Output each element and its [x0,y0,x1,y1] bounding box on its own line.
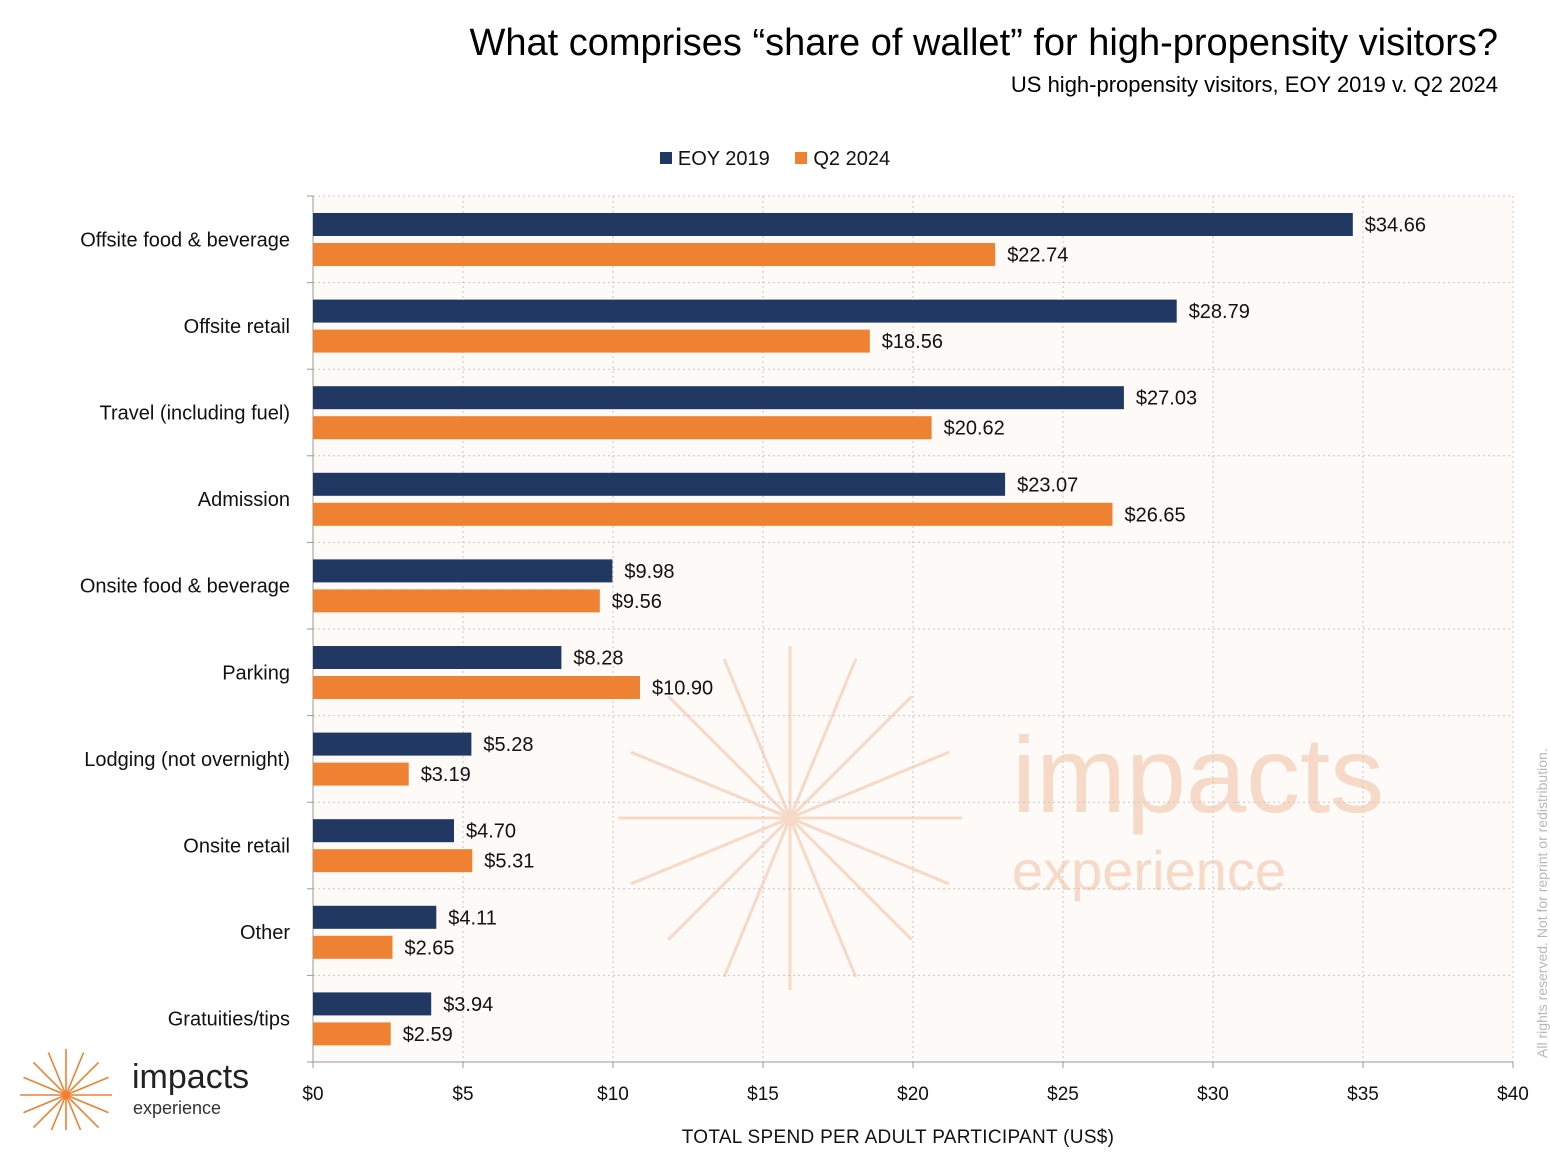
x-tick-label: $15 [747,1084,779,1105]
logo-subword: experience [133,1098,222,1118]
data-label-q2-2024: $3.19 [421,764,471,786]
data-label-eoy-2019: $27.03 [1136,388,1197,410]
category-label: Gratuities/tips [168,1009,290,1031]
x-tick-label: $10 [597,1084,629,1105]
bar-q2-2024 [313,762,409,786]
category-label: Offsite food & beverage [80,229,290,251]
bar-q2-2024 [313,676,640,699]
impacts-logo: impacts experience [14,1040,274,1141]
data-label-eoy-2019: $23.07 [1017,474,1078,496]
data-label-q2-2024: $26.65 [1125,504,1186,526]
legend: EOY 2019 Q2 2024 [0,148,1550,171]
watermark-word: impacts [1012,714,1384,835]
data-label-eoy-2019: $28.79 [1189,301,1250,323]
category-label: Travel (including fuel) [100,403,290,425]
data-label-eoy-2019: $5.28 [483,734,533,756]
bar-eoy-2019 [313,386,1124,410]
bar-q2-2024 [313,935,393,959]
bar-q2-2024 [313,416,932,440]
legend-swatch-eoy-2019 [659,152,672,164]
category-label: Admission [198,489,290,511]
x-axis-title: TOTAL SPEND PER ADULT PARTICIPANT (US$) [682,1127,1115,1148]
bar-eoy-2019 [313,299,1177,323]
x-tick-label: $35 [1347,1084,1379,1105]
legend-item-q2-2024: Q2 2024 [795,148,890,171]
category-label: Other [240,922,290,944]
data-label-q2-2024: $10.90 [652,678,713,700]
data-label-eoy-2019: $34.66 [1365,215,1426,237]
x-tick-label: $25 [1047,1084,1079,1105]
bar-q2-2024 [313,589,600,613]
legend-label-eoy-2019: EOY 2019 [677,148,770,170]
data-label-q2-2024: $5.31 [484,851,534,873]
category-label: Offsite retail [184,316,290,338]
bar-q2-2024 [313,849,473,873]
data-label-eoy-2019: $4.11 [448,907,497,929]
data-label-eoy-2019: $3.94 [443,994,493,1016]
data-label-q2-2024: $9.56 [612,591,662,613]
data-label-q2-2024: $2.65 [405,937,455,959]
starburst-icon [20,1049,112,1141]
data-label-eoy-2019: $9.98 [624,561,674,583]
bar-q2-2024 [313,502,1113,526]
data-label-q2-2024: $20.62 [944,418,1005,440]
bar-eoy-2019 [313,646,562,669]
data-label-eoy-2019: $4.70 [466,821,516,843]
bar-eoy-2019 [313,732,472,756]
bar-q2-2024 [313,243,996,266]
bar-eoy-2019 [313,992,432,1016]
watermark-ray [630,750,950,886]
bar-eoy-2019 [313,472,1006,496]
copyright-notice: All rights reserved. Not for reprint or … [1534,748,1550,1058]
bar-eoy-2019 [313,819,454,843]
legend-item-eoy-2019: EOY 2019 [659,148,770,171]
x-tick-label: $30 [1197,1084,1229,1105]
x-tick-label: $40 [1497,1084,1529,1105]
chart-subtitle: US high-propensity visitors, EOY 2019 v.… [1010,72,1498,97]
category-label: Onsite food & beverage [80,576,290,598]
category-label: Parking [222,662,290,684]
bar-eoy-2019 [313,559,613,583]
data-label-q2-2024: $22.74 [1007,245,1068,267]
data-label-q2-2024: $2.59 [403,1024,453,1046]
x-tick-label: $0 [302,1084,323,1105]
logo-word: impacts [132,1058,250,1096]
bar-eoy-2019 [313,905,437,929]
bar-q2-2024 [313,1022,391,1046]
x-tick-label: $5 [452,1084,473,1105]
logo-ray [23,1076,109,1114]
category-label: Lodging (not overnight) [84,749,290,771]
watermark-subword: experience [1012,839,1286,902]
bar-eoy-2019 [313,213,1353,236]
bar-q2-2024 [313,329,870,353]
data-label-eoy-2019: $8.28 [573,648,623,670]
category-label: Onsite retail [183,836,290,858]
x-tick-label: $20 [897,1084,929,1105]
legend-label-q2-2024: Q2 2024 [813,148,891,170]
legend-swatch-q2-2024 [795,152,808,164]
data-label-q2-2024: $18.56 [882,331,943,353]
chart-title: What comprises “share of wallet” for hig… [469,22,1499,64]
